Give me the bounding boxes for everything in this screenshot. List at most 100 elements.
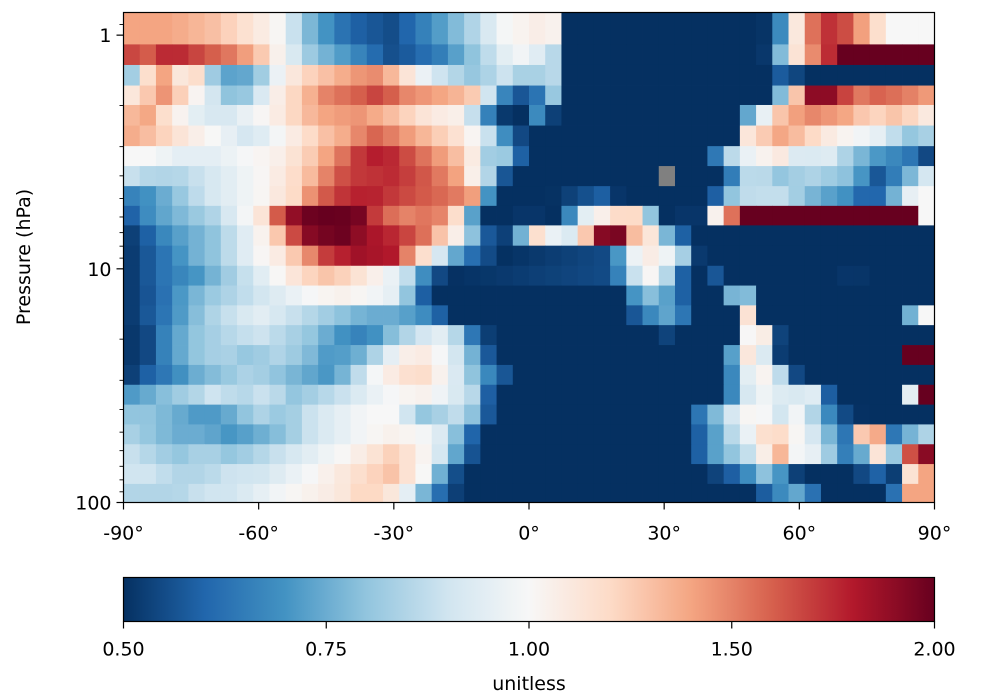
heatmap-cell — [577, 265, 595, 286]
heatmap-cell — [723, 305, 741, 326]
heatmap-cell — [707, 483, 725, 503]
heatmap-cell — [220, 325, 238, 346]
heatmap-cell — [155, 384, 173, 406]
heatmap-cell — [350, 125, 368, 147]
heatmap-cell — [756, 166, 773, 187]
heatmap-cell — [918, 245, 935, 267]
heatmap-cell — [285, 404, 303, 425]
heatmap-cell — [593, 265, 611, 286]
heatmap-cell — [691, 225, 708, 247]
heatmap-cell — [285, 166, 303, 187]
heatmap-cell — [853, 166, 871, 187]
heatmap-cell — [902, 364, 919, 386]
heatmap-cell — [593, 424, 611, 445]
heatmap-cell — [593, 125, 611, 147]
heatmap-cell — [918, 85, 935, 106]
heatmap-cell — [204, 186, 222, 207]
heatmap-cell — [253, 325, 270, 346]
heatmap-cell — [318, 104, 335, 126]
heatmap-cell — [772, 186, 789, 207]
heatmap-cell — [431, 104, 449, 126]
heatmap-cell — [237, 245, 254, 267]
heatmap-cell — [674, 424, 692, 445]
heatmap-cell — [837, 404, 854, 425]
heatmap-cell — [350, 64, 368, 86]
heatmap-cell — [512, 444, 530, 465]
heatmap-cell — [837, 186, 854, 207]
heatmap-cell — [383, 245, 400, 267]
heatmap-cell — [123, 64, 141, 86]
heatmap-cell — [172, 424, 189, 445]
heatmap-cell — [399, 285, 416, 306]
heatmap-cell — [885, 483, 903, 503]
heatmap-cell — [383, 146, 400, 167]
heatmap-cell — [366, 245, 384, 267]
heatmap-cell — [155, 345, 173, 366]
heatmap-cell — [658, 325, 676, 346]
heatmap-cell — [577, 285, 595, 306]
heatmap-cell — [253, 125, 270, 147]
heatmap-cell — [285, 205, 303, 226]
heatmap-cell — [658, 285, 676, 306]
heatmap-cell — [350, 384, 368, 406]
heatmap-cell — [593, 384, 611, 406]
heatmap-cell — [837, 166, 854, 187]
heatmap-cell — [707, 225, 725, 247]
heatmap-cell — [902, 205, 919, 226]
heatmap-cell — [853, 325, 871, 346]
heatmap-cell — [496, 464, 514, 485]
heatmap-cell — [399, 12, 416, 45]
heatmap-cell — [739, 384, 757, 406]
heatmap-cell — [788, 64, 806, 86]
heatmap-cell — [350, 146, 368, 167]
heatmap-cell — [220, 345, 238, 366]
heatmap-cell — [301, 305, 319, 326]
heatmap-cell — [480, 225, 497, 247]
heatmap-cell — [545, 146, 562, 167]
heatmap-cell — [658, 424, 676, 445]
heatmap-cell — [902, 12, 919, 45]
heatmap-cell — [123, 404, 141, 425]
heatmap-cell — [334, 245, 351, 267]
heatmap-cell — [496, 44, 514, 66]
heatmap-cell — [804, 404, 822, 425]
heatmap-cell — [269, 345, 287, 366]
heatmap-cell — [593, 325, 611, 346]
heatmap-cell — [383, 444, 400, 465]
heatmap-cell — [350, 225, 368, 247]
heatmap-cell — [253, 104, 270, 126]
heatmap-cell — [804, 285, 822, 306]
heatmap-cell — [415, 85, 433, 106]
heatmap-cell — [545, 464, 562, 485]
heatmap-cell — [626, 205, 643, 226]
heatmap-cell — [155, 424, 173, 445]
heatmap-cell — [756, 44, 773, 66]
heatmap-cell — [529, 205, 546, 226]
heatmap-cell — [691, 12, 708, 45]
heatmap-cell — [772, 104, 789, 126]
heatmap-cell — [431, 225, 449, 247]
heatmap-cell — [658, 384, 676, 406]
heatmap-cell — [723, 205, 741, 226]
heatmap-cell — [269, 285, 287, 306]
heatmap-cell — [383, 483, 400, 503]
heatmap-cell — [658, 186, 676, 207]
heatmap-cell — [123, 464, 141, 485]
heatmap-cell — [188, 12, 205, 45]
heatmap-cell — [220, 85, 238, 106]
heatmap-cell — [301, 345, 319, 366]
heatmap-cell — [237, 305, 254, 326]
heatmap-cell — [204, 464, 222, 485]
heatmap-cell — [885, 225, 903, 247]
heatmap-cell — [350, 104, 368, 126]
heatmap-cell — [237, 345, 254, 366]
heatmap-cell — [642, 345, 660, 366]
heatmap-cell — [447, 285, 465, 306]
heatmap-cell — [220, 444, 238, 465]
heatmap-cell — [237, 444, 254, 465]
heatmap-cell — [139, 444, 157, 465]
heatmap-cell — [204, 125, 222, 147]
heatmap-cell — [674, 186, 692, 207]
heatmap-cell — [610, 225, 627, 247]
heatmap-cell — [561, 146, 579, 167]
